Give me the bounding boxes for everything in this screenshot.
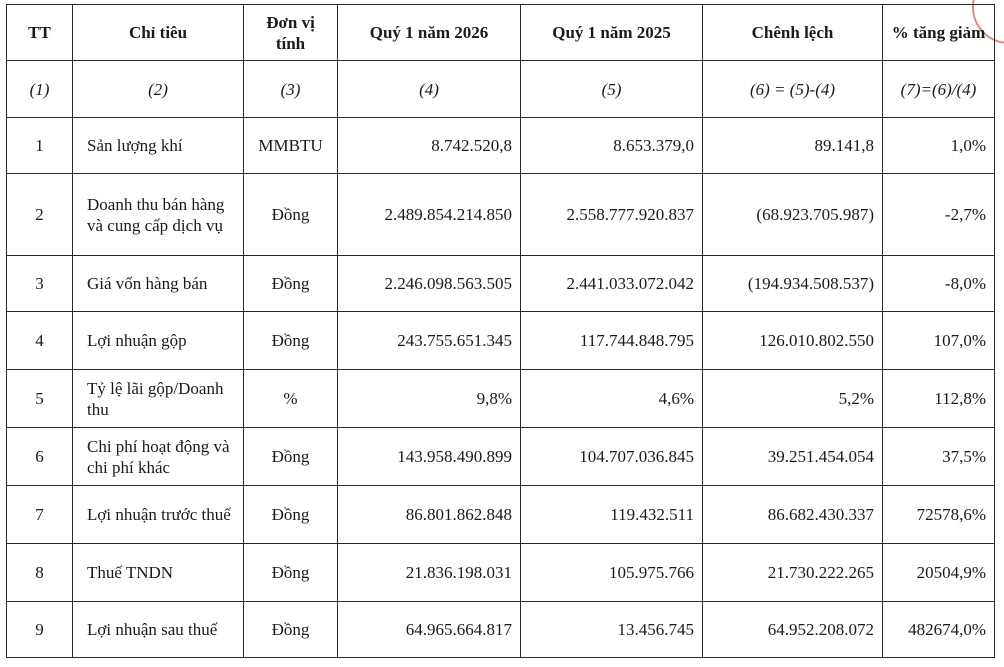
row-label: Sản lượng khí xyxy=(72,117,244,174)
header-pct: % tăng giảm xyxy=(882,4,995,61)
table-row: 5 Tỷ lệ lãi gộp/Doanh thu % 9,8% 4,6% 5,… xyxy=(6,369,995,428)
row-label: Giá vốn hàng bán xyxy=(72,255,244,312)
value-pct: 112,8% xyxy=(882,369,995,428)
row-label: Lợi nhuận sau thuế xyxy=(72,601,244,658)
header-don-vi-tinh: Đơn vị tính xyxy=(243,4,338,61)
value-chenh-lech: 5,2% xyxy=(702,369,883,428)
row-label: Doanh thu bán hàng và cung cấp dịch vụ xyxy=(72,173,244,256)
index-cell: (3) xyxy=(243,60,338,118)
value-q1-2026: 64.965.664.817 xyxy=(337,601,521,658)
row-unit: MMBTU xyxy=(243,117,338,174)
value-pct: -8,0% xyxy=(882,255,995,312)
value-q1-2025: 119.432.511 xyxy=(520,485,703,544)
value-pct: 107,0% xyxy=(882,311,995,370)
row-unit: Đồng xyxy=(243,427,338,486)
row-unit: Đồng xyxy=(243,255,338,312)
financial-table: TT Chỉ tiêu Đơn vị tính Quý 1 năm 2026 Q… xyxy=(6,4,995,658)
value-chenh-lech: (194.934.508.537) xyxy=(702,255,883,312)
table-row: 1 Sản lượng khí MMBTU 8.742.520,8 8.653.… xyxy=(6,117,995,174)
value-q1-2025: 117.744.848.795 xyxy=(520,311,703,370)
row-label: Thuế TNDN xyxy=(72,543,244,602)
row-unit: Đồng xyxy=(243,543,338,602)
value-q1-2026: 8.742.520,8 xyxy=(337,117,521,174)
row-unit: Đồng xyxy=(243,173,338,256)
value-q1-2025: 4,6% xyxy=(520,369,703,428)
header-q1-2026: Quý 1 năm 2026 xyxy=(337,4,521,61)
index-row: (1) (2) (3) (4) (5) (6) = (5)-(4) (7)=(6… xyxy=(6,60,995,118)
row-unit: % xyxy=(243,369,338,428)
value-q1-2025: 104.707.036.845 xyxy=(520,427,703,486)
header-row: TT Chỉ tiêu Đơn vị tính Quý 1 năm 2026 Q… xyxy=(6,4,995,61)
value-q1-2025: 2.558.777.920.837 xyxy=(520,173,703,256)
value-q1-2025: 105.975.766 xyxy=(520,543,703,602)
header-q1-2025: Quý 1 năm 2025 xyxy=(520,4,703,61)
value-q1-2025: 8.653.379,0 xyxy=(520,117,703,174)
value-q1-2026: 21.836.198.031 xyxy=(337,543,521,602)
value-chenh-lech: 89.141,8 xyxy=(702,117,883,174)
header-chenh-lech: Chênh lệch xyxy=(702,4,883,61)
value-chenh-lech: 21.730.222.265 xyxy=(702,543,883,602)
value-chenh-lech: 86.682.430.337 xyxy=(702,485,883,544)
value-q1-2026: 243.755.651.345 xyxy=(337,311,521,370)
table-row: 4 Lợi nhuận gộp Đồng 243.755.651.345 117… xyxy=(6,311,995,370)
index-cell: (4) xyxy=(337,60,521,118)
value-pct: -2,7% xyxy=(882,173,995,256)
index-cell: (5) xyxy=(520,60,703,118)
index-cell: (6) = (5)-(4) xyxy=(702,60,883,118)
table-row: 3 Giá vốn hàng bán Đồng 2.246.098.563.50… xyxy=(6,255,995,312)
header-tt: TT xyxy=(6,4,73,61)
value-chenh-lech: 64.952.208.072 xyxy=(702,601,883,658)
row-number: 4 xyxy=(6,311,73,370)
row-label: Lợi nhuận trước thuế xyxy=(72,485,244,544)
row-number: 7 xyxy=(6,485,73,544)
row-number: 3 xyxy=(6,255,73,312)
value-pct: 72578,6% xyxy=(882,485,995,544)
row-label: Lợi nhuận gộp xyxy=(72,311,244,370)
table-row: 9 Lợi nhuận sau thuế Đồng 64.965.664.817… xyxy=(6,601,995,658)
value-q1-2026: 9,8% xyxy=(337,369,521,428)
row-unit: Đồng xyxy=(243,311,338,370)
row-label: Tỷ lệ lãi gộp/Doanh thu xyxy=(72,369,244,428)
value-q1-2025: 13.456.745 xyxy=(520,601,703,658)
index-cell: (2) xyxy=(72,60,244,118)
value-q1-2026: 86.801.862.848 xyxy=(337,485,521,544)
row-number: 5 xyxy=(6,369,73,428)
value-q1-2026: 2.246.098.563.505 xyxy=(337,255,521,312)
row-unit: Đồng xyxy=(243,601,338,658)
value-chenh-lech: (68.923.705.987) xyxy=(702,173,883,256)
value-chenh-lech: 126.010.802.550 xyxy=(702,311,883,370)
value-pct: 1,0% xyxy=(882,117,995,174)
row-number: 8 xyxy=(6,543,73,602)
row-number: 9 xyxy=(6,601,73,658)
header-chi-tieu: Chỉ tiêu xyxy=(72,4,244,61)
value-pct: 482674,0% xyxy=(882,601,995,658)
value-chenh-lech: 39.251.454.054 xyxy=(702,427,883,486)
row-number: 6 xyxy=(6,427,73,486)
row-number: 2 xyxy=(6,173,73,256)
value-q1-2026: 143.958.490.899 xyxy=(337,427,521,486)
value-pct: 20504,9% xyxy=(882,543,995,602)
index-cell: (7)=(6)/(4) xyxy=(882,60,995,118)
row-label: Chi phí hoạt động và chi phí khác xyxy=(72,427,244,486)
value-pct: 37,5% xyxy=(882,427,995,486)
value-q1-2025: 2.441.033.072.042 xyxy=(520,255,703,312)
table-row: 6 Chi phí hoạt động và chi phí khác Đồng… xyxy=(6,427,995,486)
index-cell: (1) xyxy=(6,60,73,118)
table-row: 8 Thuế TNDN Đồng 21.836.198.031 105.975.… xyxy=(6,543,995,602)
row-number: 1 xyxy=(6,117,73,174)
table-row: 7 Lợi nhuận trước thuế Đồng 86.801.862.8… xyxy=(6,485,995,544)
table-row: 2 Doanh thu bán hàng và cung cấp dịch vụ… xyxy=(6,173,995,256)
row-unit: Đồng xyxy=(243,485,338,544)
value-q1-2026: 2.489.854.214.850 xyxy=(337,173,521,256)
